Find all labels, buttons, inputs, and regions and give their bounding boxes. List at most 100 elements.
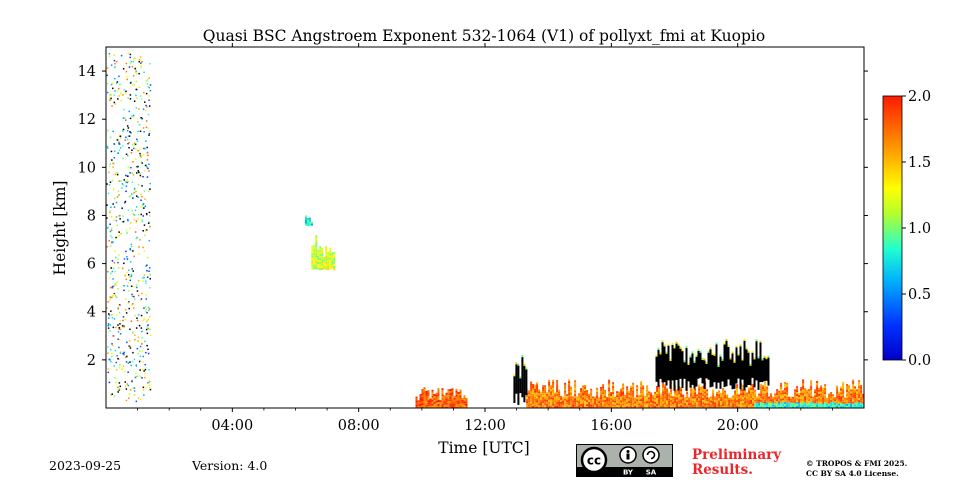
- cloud-cell: [753, 359, 756, 388]
- heat-cell: [602, 400, 605, 403]
- heat-cell: [800, 388, 803, 391]
- heat-cell: [824, 400, 827, 403]
- heat-cell: [764, 395, 767, 398]
- heat-cell: [762, 387, 765, 390]
- heat-cell: [696, 404, 699, 407]
- scatter-point: [127, 130, 129, 132]
- heat-cell: [594, 400, 597, 403]
- scatter-point: [114, 103, 117, 105]
- heat-cell: [566, 402, 569, 405]
- heat-cell: [694, 396, 697, 399]
- heat-cell: [662, 385, 665, 388]
- heat-cell: [728, 405, 731, 408]
- heat-cell: [542, 395, 545, 398]
- scatter-point: [142, 215, 144, 217]
- scatter-point: [137, 352, 140, 355]
- heat-cell: [664, 406, 667, 408]
- heat-cell: [658, 393, 661, 396]
- scatter-point: [114, 283, 117, 285]
- heat-cell: [622, 389, 625, 392]
- heat-cell: [800, 406, 803, 408]
- preliminary-note: Preliminary Results.: [692, 448, 781, 478]
- heat-cell: [455, 404, 458, 407]
- heat-cell: [564, 394, 567, 397]
- heat-cell: [556, 380, 559, 382]
- heat-cell: [532, 394, 535, 396]
- heat-cell: [570, 398, 573, 401]
- heat-cell: [640, 399, 643, 402]
- cloud-edge: [521, 355, 524, 358]
- heat-cell: [822, 387, 825, 390]
- scatter-point: [147, 319, 149, 321]
- heat-cell: [459, 395, 462, 398]
- heat-cell: [850, 403, 853, 406]
- heat-cell: [325, 250, 328, 253]
- heat-cell: [860, 402, 863, 405]
- heat-cell: [622, 391, 625, 394]
- heat-cell: [608, 381, 611, 384]
- heat-cell: [530, 405, 533, 408]
- heat-cell: [824, 398, 827, 401]
- heat-cell: [732, 405, 735, 408]
- scatter-point: [149, 188, 151, 190]
- heat-cell: [622, 397, 625, 400]
- heat-cell: [748, 397, 751, 400]
- heat-cell: [550, 389, 553, 392]
- heat-cell: [672, 398, 675, 401]
- heat-cell: [766, 396, 769, 399]
- heat-cell: [700, 398, 703, 401]
- heat-cell: [662, 399, 665, 402]
- heat-cell: [459, 403, 462, 406]
- heat-cell: [423, 399, 426, 402]
- heat-cell: [830, 400, 833, 402]
- heat-cell: [329, 247, 332, 250]
- heat-cell: [628, 391, 631, 393]
- scatter-point: [117, 324, 119, 326]
- heat-cell: [818, 405, 821, 408]
- scatter-point: [118, 95, 120, 97]
- heat-cell: [656, 388, 659, 390]
- heat-cell: [668, 402, 671, 405]
- scatter-point: [130, 364, 132, 367]
- heat-cell: [544, 397, 547, 400]
- heat-cell: [459, 393, 462, 396]
- scatter-point: [142, 203, 144, 206]
- scatter-point: [146, 264, 148, 266]
- heat-cell: [427, 406, 430, 408]
- heat-cell: [656, 406, 659, 408]
- heat-cell: [425, 400, 428, 403]
- heat-cell: [816, 397, 819, 399]
- scatter-point: [110, 310, 112, 312]
- heat-cell: [828, 397, 831, 400]
- heat-cell: [806, 403, 809, 406]
- scatter-point: [130, 60, 132, 63]
- cloud-edge: [703, 358, 706, 361]
- heat-cell: [632, 396, 635, 399]
- scatter-point: [119, 323, 121, 325]
- heat-cell: [570, 390, 573, 393]
- heat-cell: [800, 400, 803, 403]
- scatter-point: [122, 130, 124, 132]
- heat-cell: [321, 251, 324, 254]
- heat-cell: [828, 401, 831, 404]
- heat-cell: [311, 223, 313, 226]
- heat-cell: [654, 397, 657, 400]
- heat-cell: [451, 394, 454, 397]
- heat-cell: [451, 392, 454, 395]
- heat-cell: [580, 394, 583, 397]
- heat-cell: [315, 257, 318, 260]
- scatter-point: [135, 158, 137, 160]
- scatter-point: [141, 185, 143, 187]
- heat-cell: [716, 399, 719, 402]
- scatter-point: [120, 232, 122, 235]
- scatter-point: [115, 296, 118, 299]
- heat-cell: [810, 402, 813, 405]
- heat-cell: [800, 398, 803, 401]
- heat-cell: [465, 404, 468, 406]
- heat-cell: [652, 399, 655, 402]
- heat-cell: [441, 396, 444, 399]
- heat-cell: [624, 398, 627, 401]
- heat-cell: [461, 397, 464, 400]
- heat-cell: [570, 394, 573, 397]
- heat-cell: [586, 390, 589, 393]
